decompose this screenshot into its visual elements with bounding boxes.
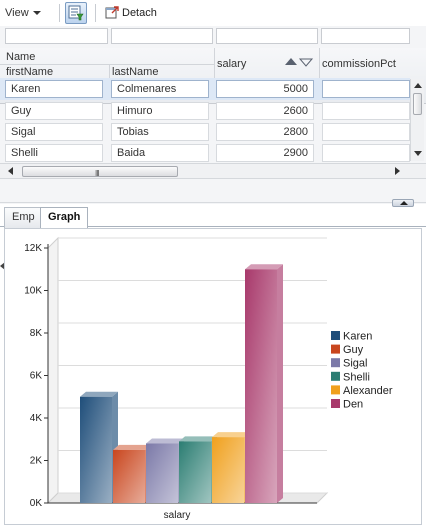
- legend-swatch: [331, 399, 340, 408]
- legend-swatch: [331, 358, 340, 368]
- filter-table-icon: [68, 5, 84, 21]
- table-cell[interactable]: Colmenares: [111, 80, 209, 98]
- table-cell[interactable]: 2800: [216, 123, 314, 141]
- legend-swatch: [331, 385, 340, 395]
- splitter-handle-icon[interactable]: [0, 262, 5, 270]
- detach-icon: [105, 6, 119, 19]
- column-divider: [214, 48, 215, 81]
- bar-top: [80, 391, 118, 397]
- legend-entry: Karen: [343, 331, 372, 343]
- vertical-scroll-thumb[interactable]: [413, 93, 422, 115]
- y-tick-label: 6K: [30, 371, 43, 382]
- commissionpct-column-header[interactable]: commissionPct: [322, 58, 396, 70]
- filter-row: [0, 26, 426, 48]
- table-cell[interactable]: Tobias: [111, 123, 209, 141]
- chevron-up-icon: [400, 201, 408, 205]
- table-cell[interactable]: Himuro: [111, 102, 209, 120]
- vertical-scrollbar[interactable]: [410, 79, 424, 161]
- scroll-up-icon[interactable]: [414, 83, 422, 88]
- bar-top: [113, 444, 151, 450]
- y-tick-label: 8K: [30, 328, 43, 339]
- y-tick-label: 12K: [24, 243, 42, 254]
- commissionpct-filter-input[interactable]: [321, 28, 410, 44]
- x-category-label: salary: [164, 510, 191, 521]
- y-tick-label: 4K: [30, 413, 43, 424]
- horizontal-scrollbar[interactable]: III: [0, 163, 426, 179]
- table-cell[interactable]: [322, 123, 410, 141]
- detail-tabs: Emp Graph: [0, 205, 426, 229]
- graph-panel: 0K 2K 4K 6K 8K 10K 12K salary Karen Guy Sigal Shell…: [4, 228, 422, 525]
- toolbar-separator: [95, 4, 96, 22]
- salary-filter-input[interactable]: [216, 28, 318, 44]
- bar-alexander: [212, 437, 244, 503]
- table-cell[interactable]: 2600: [216, 102, 314, 120]
- bar-guy: [113, 449, 145, 503]
- view-menu[interactable]: View: [5, 5, 41, 21]
- table-row[interactable]: Guy Himuro 2600: [0, 100, 410, 122]
- table-row[interactable]: Shelli Baida 2900: [0, 142, 410, 164]
- legend-entry: Shelli: [343, 371, 370, 383]
- bar-top: [212, 432, 250, 438]
- table-cell[interactable]: Baida: [111, 144, 209, 162]
- legend-swatch: [331, 344, 340, 354]
- table-cell[interactable]: Sigal: [5, 123, 103, 141]
- table-footer-divider: [0, 202, 426, 203]
- column-divider: [109, 65, 110, 81]
- bar-karen: [80, 396, 112, 503]
- toolbar: View Detach: [0, 0, 426, 26]
- tab-emp[interactable]: Emp: [4, 207, 43, 228]
- bar-shelli: [179, 441, 211, 503]
- employee-table: Name firstName lastName salary commissio…: [0, 26, 426, 204]
- toolbar-separator: [59, 4, 60, 22]
- table-cell[interactable]: [322, 102, 410, 120]
- scroll-left-icon[interactable]: [8, 167, 13, 175]
- table-cell[interactable]: Shelli: [5, 144, 103, 162]
- table-cell[interactable]: [322, 144, 410, 162]
- name-group-header: Name: [6, 51, 36, 63]
- legend-entry: Sigal: [343, 358, 367, 370]
- bar-top: [146, 438, 184, 444]
- table-cell[interactable]: Karen: [5, 80, 103, 98]
- table-cell[interactable]: Guy: [5, 102, 103, 120]
- scroll-right-icon[interactable]: [395, 167, 400, 175]
- firstname-column-header[interactable]: firstName: [6, 66, 54, 78]
- header-divider: [0, 64, 214, 65]
- bar-den: [245, 269, 277, 503]
- horizontal-scroll-thumb[interactable]: III: [22, 166, 178, 178]
- scroll-grip: III: [95, 169, 100, 178]
- lastname-column-header[interactable]: lastName: [112, 66, 159, 78]
- lastname-filter-input[interactable]: [111, 28, 213, 44]
- bar-top: [179, 436, 217, 442]
- legend-entry: Alexander: [343, 385, 393, 397]
- view-menu-label: View: [5, 7, 29, 19]
- tab-graph[interactable]: Graph: [40, 207, 89, 229]
- legend-entry: Guy: [343, 344, 364, 356]
- salary-column-header[interactable]: salary: [217, 58, 247, 70]
- y-tick-label: 2K: [30, 456, 43, 467]
- collapse-splitter-button[interactable]: [392, 199, 414, 207]
- bar-side: [277, 264, 283, 503]
- column-divider: [319, 48, 320, 81]
- table-row[interactable]: Sigal Tobias 2800: [0, 121, 410, 143]
- legend-swatch: [331, 371, 340, 381]
- y-tick-label: 0K: [30, 498, 43, 509]
- query-by-example-button[interactable]: [65, 2, 87, 24]
- scroll-down-icon[interactable]: [414, 151, 422, 156]
- table-cell[interactable]: [322, 80, 410, 98]
- chevron-down-icon: [32, 11, 41, 16]
- legend-swatch: [331, 331, 340, 340]
- detach-label: Detach: [122, 7, 157, 19]
- sort-icon[interactable]: [284, 57, 314, 67]
- bar-sigal: [146, 443, 178, 503]
- table-cell[interactable]: 2900: [216, 144, 314, 162]
- table-cell[interactable]: 5000: [216, 80, 314, 98]
- y-tick-label: 10K: [24, 286, 42, 297]
- legend-entry: Den: [343, 399, 363, 411]
- table-row[interactable]: Karen Colmenares 5000: [0, 78, 410, 100]
- detach-button[interactable]: Detach: [105, 5, 157, 21]
- chart-side-wall: [47, 236, 59, 505]
- firstname-filter-input[interactable]: [5, 28, 108, 44]
- bar-top: [245, 264, 283, 270]
